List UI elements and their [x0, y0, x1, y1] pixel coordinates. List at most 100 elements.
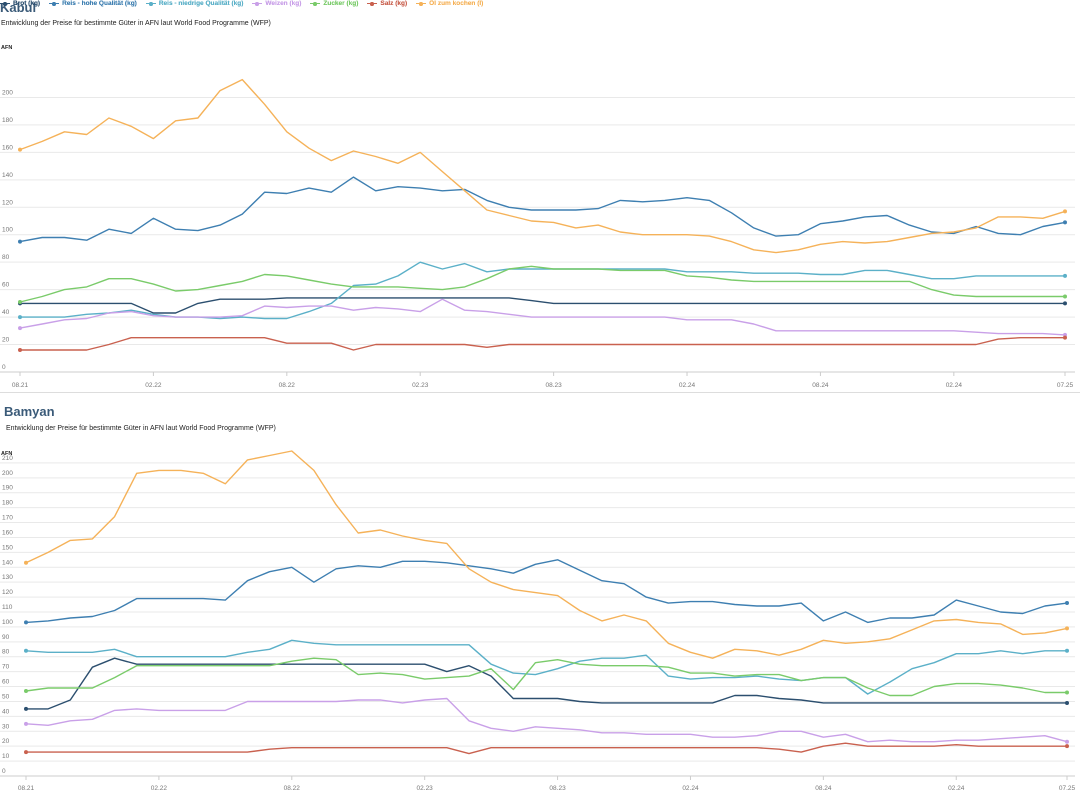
legend-label: Reis - niedrige Qualität (kg) [158, 0, 244, 7]
y-tick-label-kabul: 60 [2, 282, 10, 289]
series-line-bamyan-reis_niedrig [25, 639, 1067, 695]
legend-label: Weizen (kg) [265, 0, 302, 7]
legend-marker-icon [367, 1, 378, 7]
x-tick-label-kabul: 08.22 [279, 382, 296, 389]
y-tick-label-bamyan: 170 [2, 515, 13, 522]
x-tick-label-bamyan: 02.24 [682, 785, 699, 792]
x-tick-label-kabul: 02.22 [145, 382, 162, 389]
legend-marker-icon [252, 1, 263, 7]
legend-marker-icon [310, 1, 321, 7]
y-tick-label-bamyan: 150 [2, 544, 13, 551]
y-axis-unit-bamyan: AFN [1, 451, 12, 457]
y-tick-label-bamyan: 80 [2, 649, 10, 656]
y-tick-label-bamyan: 10 [2, 753, 10, 760]
y-tick-label-kabul: 40 [2, 309, 10, 316]
series-line-bamyan-reis_hoch [25, 559, 1068, 624]
series-point-bamyan-oel [24, 560, 28, 565]
x-tick-label-bamyan: 07.25 [1059, 785, 1076, 792]
legend-marker-icon [49, 1, 60, 7]
series-point-kabul-brot [1063, 301, 1067, 306]
chart-subtitle-kabul: Entwicklung der Preise für bestimmte Güt… [1, 20, 271, 27]
y-tick-label-bamyan: 130 [2, 574, 13, 581]
series-point-bamyan-reis_niedrig [1065, 648, 1069, 653]
y-tick-label-bamyan: 100 [2, 619, 13, 626]
y-tick-label-bamyan: 70 [2, 664, 10, 671]
x-tick-label-bamyan: 02.24 [948, 785, 965, 792]
series-line-kabul-oel [19, 78, 1066, 254]
y-tick-label-bamyan: 110 [2, 604, 13, 611]
series-point-bamyan-salz [1065, 744, 1069, 749]
panel-divider [0, 392, 1080, 393]
series-point-bamyan-oel [1065, 626, 1069, 631]
legend-marker-icon [0, 1, 10, 7]
y-tick-label-kabul: 160 [2, 144, 13, 151]
y-tick-label-bamyan: 210 [2, 455, 13, 462]
legend-label: Salz (kg) [380, 0, 408, 7]
y-axis-unit-kabul: AFN [1, 45, 12, 51]
y-tick-label-kabul: 120 [2, 199, 13, 206]
chart-kabul: AFN 0 20 40 60 80 100 120 140 160 180 200 08.21 02.22… [0, 45, 1075, 389]
series-point-bamyan-weizen [24, 721, 28, 726]
series-point-bamyan-brot [24, 706, 28, 711]
series-point-bamyan-zucker [1065, 690, 1069, 695]
series-point-kabul-oel [18, 147, 22, 152]
y-tick-label-bamyan: 140 [2, 559, 13, 566]
legend-label: Reis - hohe Qualität (kg) [62, 0, 137, 7]
legend-item-bamyan-reis_hoch[interactable]: Reis - hohe Qualität (kg) [49, 0, 137, 7]
y-tick-label-kabul: 20 [2, 337, 10, 344]
x-tick-label-kabul: 07.25 [1057, 382, 1074, 389]
x-tick-label-kabul: 08.21 [12, 382, 29, 389]
legend-marker-icon [416, 1, 427, 7]
x-tick-label-kabul: 02.23 [412, 382, 429, 389]
y-tick-label-bamyan: 200 [2, 470, 13, 477]
y-tick-label-bamyan: 40 [2, 708, 10, 715]
legend-item-bamyan-zucker[interactable]: Zucker (kg) [310, 0, 358, 7]
series-point-kabul-oel [1063, 209, 1067, 214]
series-line-kabul-weizen [19, 298, 1066, 336]
series-point-bamyan-salz [24, 750, 28, 755]
legend-label: Öl zum kochen (l) [429, 0, 484, 7]
series-line-bamyan-brot [26, 657, 1067, 710]
legend-item-bamyan-reis_niedrig[interactable]: Reis - niedrige Qualität (kg) [145, 0, 244, 7]
series-point-kabul-salz [1063, 335, 1067, 340]
series-point-kabul-reis_niedrig [18, 315, 22, 320]
series-line-kabul-salz [20, 337, 1065, 351]
series-point-kabul-reis_hoch [1063, 220, 1067, 225]
panel-bamyan: Bamyan Entwicklung der Preise für bestim… [0, 400, 1080, 794]
x-tick-label-bamyan: 02.23 [417, 785, 434, 792]
legend-label: Salz (kg) [380, 0, 408, 7]
x-tick-label-kabul: 08.23 [545, 382, 562, 389]
chart-title-bamyan: Bamyan [4, 404, 55, 419]
legend-item-bamyan-salz[interactable]: Salz (kg) [367, 0, 407, 7]
y-tick-label-bamyan: 0 [2, 768, 6, 775]
series-point-bamyan-brot [1065, 700, 1069, 705]
y-tick-label-bamyan: 20 [2, 738, 10, 745]
series-line-bamyan-weizen [25, 697, 1068, 743]
series-line-bamyan-oel [25, 450, 1068, 659]
y-tick-label-kabul: 0 [2, 364, 6, 371]
y-tick-label-kabul: 140 [2, 172, 13, 179]
series-point-bamyan-reis_niedrig [24, 648, 28, 653]
series-point-kabul-weizen [1063, 332, 1067, 337]
y-tick-label-bamyan: 160 [2, 529, 13, 536]
x-tick-label-kabul: 02.24 [946, 382, 963, 389]
series-point-kabul-reis_hoch [18, 239, 22, 244]
legend-marker-icon [145, 1, 156, 7]
x-tick-label-bamyan: 08.24 [815, 785, 832, 792]
series-point-bamyan-weizen [1065, 739, 1069, 744]
legend-label: Zucker (kg) [323, 0, 359, 7]
series-line-bamyan-salz [26, 742, 1067, 755]
y-tick-label-bamyan: 30 [2, 723, 10, 730]
series-line-bamyan-zucker [25, 657, 1067, 697]
x-tick-label-bamyan: 08.21 [18, 785, 35, 792]
legend-item-bamyan-brot[interactable]: Brot (kg) [0, 0, 40, 7]
legend-label: Brot (kg) [13, 0, 41, 7]
y-tick-label-bamyan: 90 [2, 634, 10, 641]
series-line-kabul-reis_hoch [19, 176, 1066, 243]
legend-bamyan: Brot (kg) Reis - hohe Qualität (kg) Reis -… [0, 0, 483, 7]
legend-label: Zucker (kg) [323, 0, 359, 7]
series-point-bamyan-reis_hoch [1065, 601, 1069, 606]
legend-item-bamyan-weizen[interactable]: Weizen (kg) [252, 0, 301, 7]
legend-item-bamyan-oel[interactable]: Öl zum kochen (l) [416, 0, 483, 7]
